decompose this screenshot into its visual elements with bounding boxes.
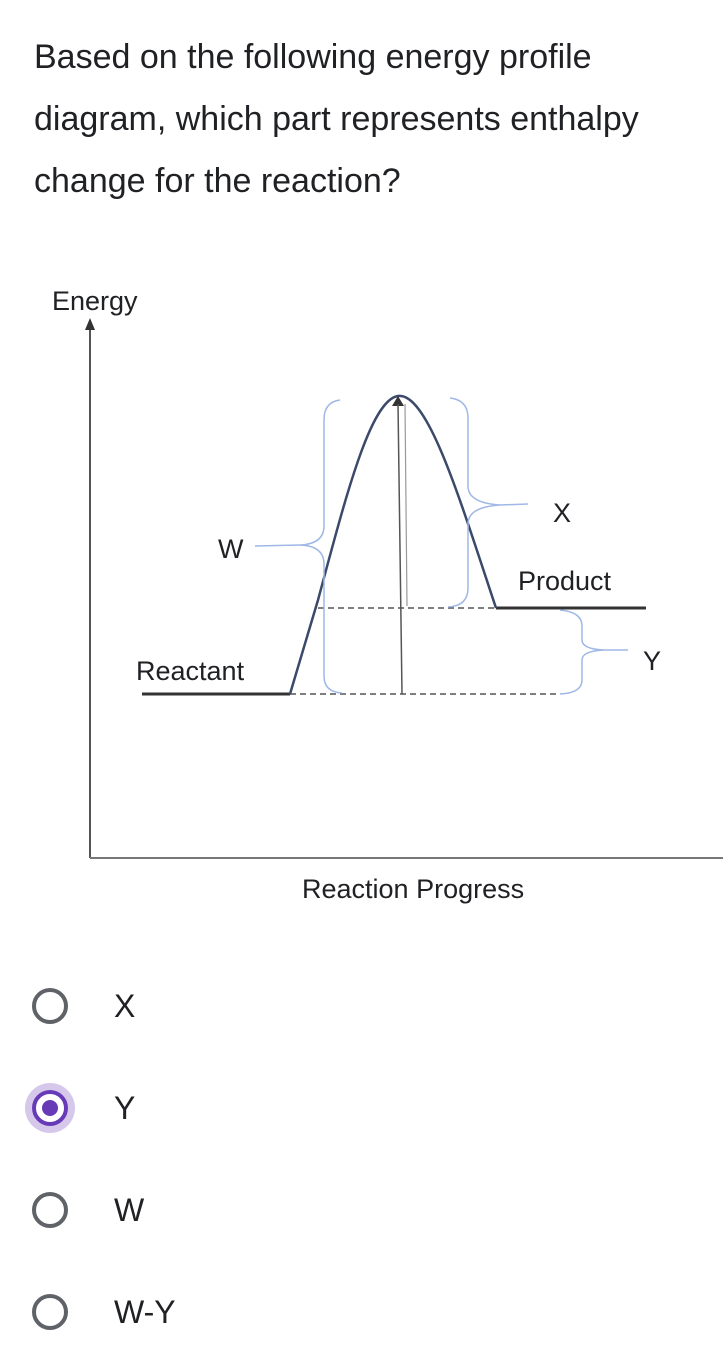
- option-label: W-Y: [114, 1293, 176, 1330]
- option-x[interactable]: X: [32, 955, 692, 1057]
- y-axis-arrow: [85, 318, 95, 330]
- option-label: X: [114, 987, 136, 1024]
- y-brace: [559, 609, 605, 695]
- y-axis-label: Energy: [52, 286, 138, 316]
- x-axis-label: Reaction Progress: [302, 874, 524, 904]
- option-y[interactable]: Y: [32, 1057, 692, 1159]
- x-brace: [447, 397, 501, 608]
- radio-button[interactable]: [32, 988, 68, 1024]
- peak-vertical-line-2: [404, 403, 408, 607]
- peak-marker: [392, 396, 404, 406]
- option-label: Y: [114, 1089, 136, 1126]
- answer-options: X Y W W-Y: [32, 955, 692, 1363]
- label-y: Y: [643, 646, 661, 676]
- option-w[interactable]: W: [32, 1159, 692, 1261]
- x-brace-pointer: [499, 503, 529, 506]
- label-reactant: Reactant: [136, 656, 245, 686]
- w-brace: [299, 399, 343, 694]
- peak-vertical-line: [397, 403, 403, 695]
- energy-profile-diagram: Energy Reaction Progress W X Y Product R…: [52, 286, 723, 904]
- radio-button[interactable]: [32, 1294, 68, 1330]
- label-product: Product: [518, 566, 612, 596]
- w-brace-pointer: [254, 544, 301, 547]
- question-text: Based on the following energy profile di…: [34, 38, 639, 200]
- option-label: W: [114, 1191, 145, 1228]
- label-w: W: [218, 534, 244, 564]
- radio-button-selected[interactable]: [32, 1090, 68, 1126]
- energy-curve: [288, 394, 498, 695]
- label-x: X: [553, 498, 571, 528]
- radio-button[interactable]: [32, 1192, 68, 1228]
- option-w-y[interactable]: W-Y: [32, 1261, 692, 1363]
